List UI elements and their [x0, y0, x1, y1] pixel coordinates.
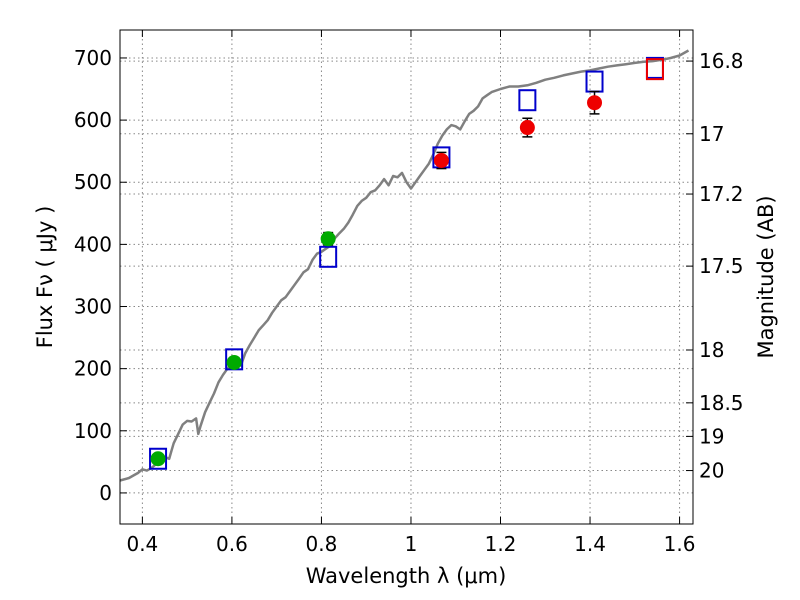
x-tick-label: 0.8 [306, 532, 338, 556]
photometry-point [519, 120, 535, 136]
photometry-point [587, 95, 603, 111]
model-band-square [319, 245, 338, 268]
model-spectrum-line [119, 49, 690, 482]
x-tick-label: 1.6 [664, 532, 696, 556]
photometry-point [320, 231, 336, 247]
magnitude-tick-label: 17.5 [699, 254, 744, 278]
grid-layer [120, 30, 693, 524]
magnitude-tick-label: 19 [699, 424, 724, 448]
y-tick-label: 200 [74, 357, 112, 381]
tick-layer: 0.4 0.6 0.8 1 1.2 1.4 1.6 0 100 200 300 400 500 600 70… [74, 30, 744, 556]
magnitude-tick-label: 18.5 [699, 391, 744, 415]
magnitude-tick-label: 20 [699, 459, 724, 483]
y-tick-label: 300 [74, 295, 112, 319]
x-tick-label: 1.4 [574, 532, 606, 556]
y-tick-label: 600 [74, 108, 112, 132]
model-band-square [645, 58, 664, 81]
photometry-point [150, 451, 166, 467]
marker-layer [149, 56, 664, 470]
y-tick-label: 100 [74, 419, 112, 443]
x-tick-label: 0.4 [126, 532, 158, 556]
y-tick-label: 0 [99, 481, 112, 505]
y-tick-label: 400 [74, 232, 112, 256]
x-tick-label: 0.6 [216, 532, 248, 556]
model-band-square [149, 447, 168, 470]
y-axis-right-label: Magnitude (AB) [754, 195, 778, 358]
y-axis-label: Flux Fν ( μJy ) [33, 206, 57, 349]
magnitude-tick-label: 18 [699, 338, 724, 362]
model-band-square [518, 89, 537, 112]
y-tick-label: 700 [74, 46, 112, 70]
plot-background [120, 30, 693, 524]
x-tick-label: 1 [405, 532, 418, 556]
magnitude-tick-label: 17 [699, 122, 724, 146]
magnitude-tick-label: 16.8 [699, 49, 744, 73]
plot-frame [119, 29, 694, 525]
magnitude-tick-label: 17.2 [699, 182, 744, 206]
photometry-point [226, 354, 242, 370]
y-tick-label: 500 [74, 170, 112, 194]
x-tick-label: 1.2 [485, 532, 517, 556]
photometry-point [433, 152, 449, 168]
curve-layer [119, 49, 690, 482]
x-axis-label: Wavelength λ (μm) [306, 564, 507, 588]
